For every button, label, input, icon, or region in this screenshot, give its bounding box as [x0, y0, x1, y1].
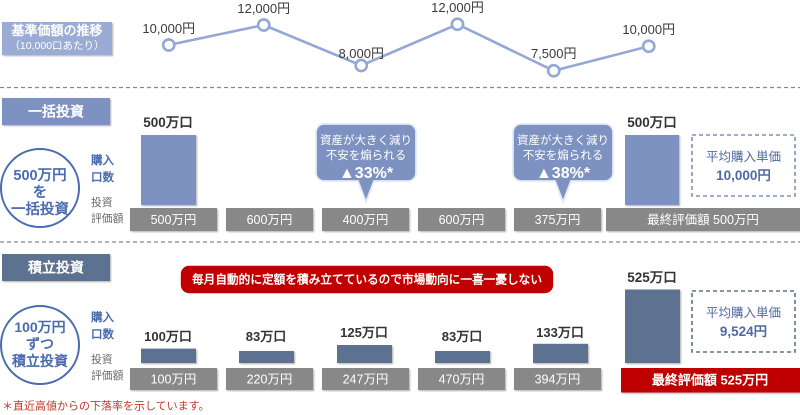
svg-text:基準価額の推移: 基準価額の推移 — [10, 23, 102, 38]
svg-text:10,000円: 10,000円 — [716, 168, 771, 183]
svg-text:400万円: 400万円 — [343, 213, 389, 227]
svg-text:購入: 購入 — [90, 153, 114, 167]
svg-text:（10,000口あたり）: （10,000口あたり） — [9, 40, 104, 52]
svg-text:投資: 投資 — [91, 352, 113, 366]
svg-text:500万口: 500万口 — [143, 115, 193, 130]
svg-text:133万口: 133万口 — [536, 325, 584, 340]
svg-text:積立投資: 積立投資 — [27, 260, 84, 276]
svg-text:平均購入単価: 平均購入単価 — [706, 306, 781, 320]
svg-text:220万円: 220万円 — [247, 373, 293, 387]
svg-text:評価額: 評価額 — [91, 211, 124, 225]
svg-text:評価額: 評価額 — [91, 368, 124, 382]
svg-text:＊直近高値からの下落率を示しています。: ＊直近高値からの下落率を示しています。 — [2, 399, 210, 413]
svg-text:10,000円: 10,000円 — [622, 22, 675, 37]
svg-text:600万円: 600万円 — [439, 213, 485, 227]
svg-text:不安を煽られる: 不安を煽られる — [523, 148, 604, 162]
svg-text:470万円: 470万円 — [439, 373, 485, 387]
svg-text:平均購入単価: 平均購入単価 — [706, 150, 781, 164]
svg-text:525万口: 525万口 — [627, 270, 677, 285]
svg-text:83万口: 83万口 — [246, 329, 286, 344]
svg-text:一括投資: 一括投資 — [11, 200, 69, 218]
svg-text:購入: 購入 — [90, 310, 114, 324]
svg-text:一括投資: 一括投資 — [28, 104, 84, 120]
svg-text:口数: 口数 — [91, 170, 114, 184]
svg-text:口数: 口数 — [91, 327, 114, 341]
svg-text:を: を — [33, 184, 48, 201]
svg-text:100万円: 100万円 — [14, 319, 65, 335]
svg-text:積立投資: 積立投資 — [11, 353, 68, 369]
svg-text:100万口: 100万口 — [144, 329, 192, 344]
svg-text:▲38%*: ▲38%* — [536, 165, 591, 182]
svg-text:資産が大きく減り: 資産が大きく減り — [517, 133, 609, 147]
svg-text:10,000円: 10,000円 — [142, 21, 195, 36]
svg-text:▲33%*: ▲33%* — [339, 165, 394, 182]
svg-text:9,524円: 9,524円 — [720, 324, 767, 339]
svg-text:12,000円: 12,000円 — [431, 0, 484, 15]
svg-text:375万円: 375万円 — [535, 213, 581, 227]
svg-text:500万口: 500万口 — [627, 115, 677, 130]
svg-text:394万円: 394万円 — [535, 373, 581, 387]
svg-text:12,000円: 12,000円 — [237, 1, 290, 16]
svg-text:最終評価額 525万円: 最終評価額 525万円 — [652, 373, 768, 388]
svg-text:247万円: 247万円 — [343, 373, 389, 387]
svg-text:資産が大きく減り: 資産が大きく減り — [320, 133, 412, 147]
svg-text:毎月自動的に定額を積み立てているので市場動向に一喜一憂しない: 毎月自動的に定額を積み立てているので市場動向に一喜一憂しない — [192, 272, 542, 287]
svg-text:ずつ: ずつ — [26, 336, 54, 352]
svg-text:125万口: 125万口 — [340, 325, 388, 340]
svg-text:600万円: 600万円 — [247, 213, 293, 227]
svg-text:100万円: 100万円 — [151, 373, 197, 387]
svg-text:投資: 投資 — [91, 195, 113, 209]
svg-text:7,500円: 7,500円 — [531, 46, 577, 61]
svg-text:500万円: 500万円 — [13, 167, 66, 184]
svg-text:不安を煽られる: 不安を煽られる — [326, 148, 407, 162]
svg-text:500万円: 500万円 — [151, 213, 197, 227]
svg-text:最終評価額 500万円: 最終評価額 500万円 — [647, 212, 759, 227]
svg-text:83万口: 83万口 — [442, 329, 482, 344]
